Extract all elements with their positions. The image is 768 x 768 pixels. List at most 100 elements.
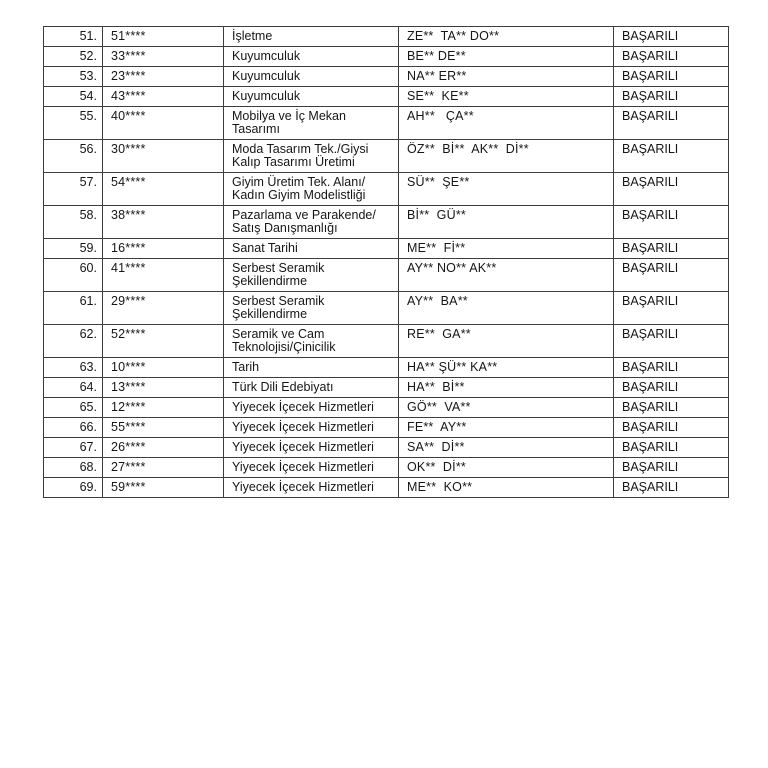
masked-id: 23****: [102, 66, 224, 87]
masked-person-name: HA** Bİ**: [398, 377, 614, 398]
department-name: Serbest Seramik Şekillendirme: [223, 291, 399, 325]
row-number: 61.: [43, 291, 103, 325]
row-number: 59.: [43, 238, 103, 259]
status-label: BAŞARILI: [613, 238, 729, 259]
row-number: 60.: [43, 258, 103, 292]
masked-person-name: SA** Dİ**: [398, 437, 614, 458]
masked-person-name: ME** KO**: [398, 477, 614, 498]
masked-person-name: ME** Fİ**: [398, 238, 614, 259]
masked-person-name: BE** DE**: [398, 46, 614, 67]
status-label: BAŞARILI: [613, 324, 729, 358]
masked-person-name: SE** KE**: [398, 86, 614, 107]
masked-id: 40****: [102, 106, 224, 140]
status-label: BAŞARILI: [613, 205, 729, 239]
masked-id: 16****: [102, 238, 224, 259]
masked-person-name: AY** BA**: [398, 291, 614, 325]
status-label: BAŞARILI: [613, 457, 729, 478]
row-number: 52.: [43, 46, 103, 67]
status-label: BAŞARILI: [613, 477, 729, 498]
status-label: BAŞARILI: [613, 258, 729, 292]
masked-id: 43****: [102, 86, 224, 107]
status-label: BAŞARILI: [613, 357, 729, 378]
table-row: 54. 43**** Kuyumculuk SE** KE** BAŞARILI: [43, 86, 729, 107]
department-name: Sanat Tarihi: [223, 238, 399, 259]
masked-id: 52****: [102, 324, 224, 358]
department-name: Kuyumculuk: [223, 86, 399, 107]
masked-id: 27****: [102, 457, 224, 478]
row-number: 65.: [43, 397, 103, 418]
status-label: BAŞARILI: [613, 417, 729, 438]
table-row: 68. 27**** Yiyecek İçecek Hizmetleri OK*…: [43, 457, 729, 478]
masked-id: 55****: [102, 417, 224, 438]
table-row: 56. 30**** Moda Tasarım Tek./Giysi Kalıp…: [43, 139, 729, 173]
status-label: BAŞARILI: [613, 106, 729, 140]
table-row: 63. 10**** Tarih HA** ŞÜ** KA** BAŞARILI: [43, 357, 729, 378]
row-number: 54.: [43, 86, 103, 107]
status-label: BAŞARILI: [613, 26, 729, 47]
table-row: 69. 59**** Yiyecek İçecek Hizmetleri ME*…: [43, 477, 729, 498]
department-name: Tarih: [223, 357, 399, 378]
department-name: Seramik ve Cam Teknolojisi/Çinicilik: [223, 324, 399, 358]
department-name: Giyim Üretim Tek. Alanı/ Kadın Giyim Mod…: [223, 172, 399, 206]
table-row: 67. 26**** Yiyecek İçecek Hizmetleri SA*…: [43, 437, 729, 458]
masked-id: 29****: [102, 291, 224, 325]
table-row: 52. 33**** Kuyumculuk BE** DE** BAŞARILI: [43, 46, 729, 67]
department-name: Pazarlama ve Parakende/ Satış Danışmanlı…: [223, 205, 399, 239]
results-table-body: 51. 51**** İşletme ZE** TA** DO** BAŞARI…: [43, 26, 729, 498]
row-number: 68.: [43, 457, 103, 478]
status-label: BAŞARILI: [613, 377, 729, 398]
table-row: 51. 51**** İşletme ZE** TA** DO** BAŞARI…: [43, 26, 729, 47]
masked-id: 30****: [102, 139, 224, 173]
masked-id: 38****: [102, 205, 224, 239]
masked-id: 13****: [102, 377, 224, 398]
department-name: Moda Tasarım Tek./Giysi Kalıp Tasarımı Ü…: [223, 139, 399, 173]
department-name: Türk Dili Edebiyatı: [223, 377, 399, 398]
status-label: BAŞARILI: [613, 139, 729, 173]
masked-person-name: RE** GA**: [398, 324, 614, 358]
row-number: 55.: [43, 106, 103, 140]
masked-id: 41****: [102, 258, 224, 292]
row-number: 51.: [43, 26, 103, 47]
row-number: 63.: [43, 357, 103, 378]
row-number: 56.: [43, 139, 103, 173]
table-row: 58. 38**** Pazarlama ve Parakende/ Satış…: [43, 205, 729, 239]
masked-id: 54****: [102, 172, 224, 206]
department-name: Yiyecek İçecek Hizmetleri: [223, 397, 399, 418]
row-number: 69.: [43, 477, 103, 498]
masked-person-name: AH** ÇA**: [398, 106, 614, 140]
department-name: Yiyecek İçecek Hizmetleri: [223, 477, 399, 498]
department-name: Yiyecek İçecek Hizmetleri: [223, 417, 399, 438]
status-label: BAŞARILI: [613, 66, 729, 87]
status-label: BAŞARILI: [613, 46, 729, 67]
status-label: BAŞARILI: [613, 172, 729, 206]
masked-id: 33****: [102, 46, 224, 67]
table-row: 60. 41**** Serbest Seramik Şekillendirme…: [43, 258, 729, 292]
masked-person-name: Bİ** GÜ**: [398, 205, 614, 239]
table-row: 64. 13**** Türk Dili Edebiyatı HA** Bİ**…: [43, 377, 729, 398]
department-name: Mobilya ve İç Mekan Tasarımı: [223, 106, 399, 140]
masked-id: 26****: [102, 437, 224, 458]
department-name: Kuyumculuk: [223, 66, 399, 87]
masked-id: 10****: [102, 357, 224, 378]
table-row: 57. 54**** Giyim Üretim Tek. Alanı/ Kadı…: [43, 172, 729, 206]
masked-person-name: NA** ER**: [398, 66, 614, 87]
row-number: 58.: [43, 205, 103, 239]
table-row: 66. 55**** Yiyecek İçecek Hizmetleri FE*…: [43, 417, 729, 438]
table-row: 53. 23**** Kuyumculuk NA** ER** BAŞARILI: [43, 66, 729, 87]
masked-id: 12****: [102, 397, 224, 418]
row-number: 62.: [43, 324, 103, 358]
results-table: 51. 51**** İşletme ZE** TA** DO** BAŞARI…: [43, 26, 729, 498]
masked-person-name: OK** Dİ**: [398, 457, 614, 478]
department-name: Yiyecek İçecek Hizmetleri: [223, 457, 399, 478]
department-name: Yiyecek İçecek Hizmetleri: [223, 437, 399, 458]
status-label: BAŞARILI: [613, 397, 729, 418]
masked-person-name: AY** NO** AK**: [398, 258, 614, 292]
row-number: 53.: [43, 66, 103, 87]
masked-person-name: SÜ** ŞE**: [398, 172, 614, 206]
department-name: İşletme: [223, 26, 399, 47]
masked-person-name: HA** ŞÜ** KA**: [398, 357, 614, 378]
row-number: 66.: [43, 417, 103, 438]
masked-person-name: GÖ** VA**: [398, 397, 614, 418]
table-row: 65. 12**** Yiyecek İçecek Hizmetleri GÖ*…: [43, 397, 729, 418]
